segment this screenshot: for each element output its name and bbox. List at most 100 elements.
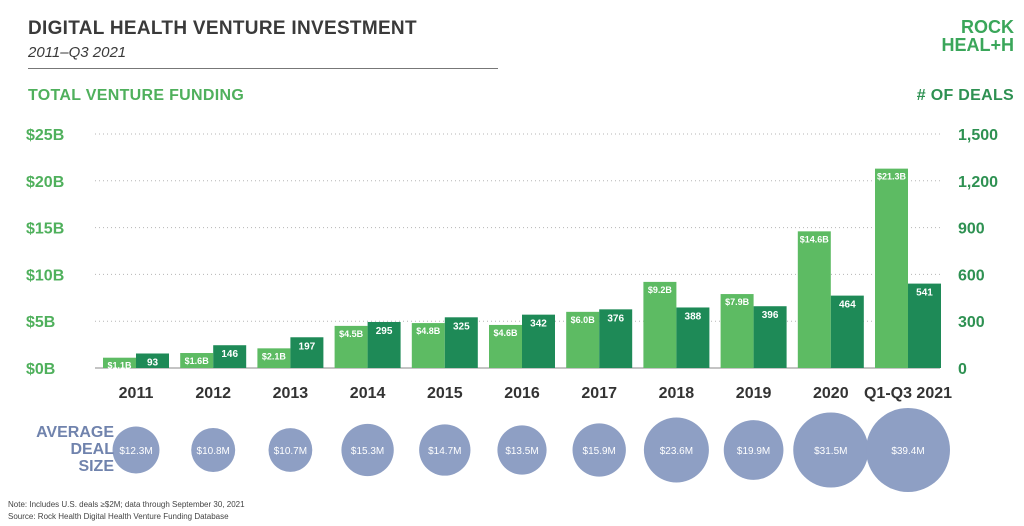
deals-bar-label: 388 <box>685 311 702 322</box>
avg-deal-size-label: $10.7M <box>274 446 307 457</box>
left-axis-label: TOTAL VENTURE FUNDING <box>28 87 245 104</box>
funding-bar-label: $4.8B <box>416 326 441 336</box>
avg-deal-size-label: $15.3M <box>351 446 384 457</box>
avg-deal-size-label: $15.9M <box>583 446 616 457</box>
deals-bar-label: 295 <box>376 326 393 337</box>
deals-bar <box>444 317 478 368</box>
deals-bar <box>213 345 247 368</box>
title-divider <box>28 68 498 69</box>
avg-deal-size-label: $14.7M <box>428 446 461 457</box>
avg-deal-size-label: $13.5M <box>505 446 538 457</box>
avg-deal-size-bubble <box>723 420 784 480</box>
avg-label-line-1: AVERAGE <box>36 424 114 441</box>
avg-deal-size-bubble <box>497 425 547 475</box>
deals-bar <box>676 307 710 368</box>
category-label: 2011 <box>119 385 154 402</box>
footnote: Note: Includes U.S. deals ≥$2M; data thr… <box>8 500 245 509</box>
deals-bar-label: 197 <box>299 341 316 352</box>
avg-deal-size-bubble <box>572 423 626 477</box>
funding-bar-label: $1.6B <box>185 356 210 366</box>
avg-deal-size-bubble <box>341 423 394 477</box>
avg-deal-size-bubble <box>112 426 160 474</box>
right-axis-tick-label: 1,200 <box>958 174 998 191</box>
rock-health-logo: ROCK HEAL+H <box>941 18 1014 54</box>
deals-bar-label: 342 <box>530 319 547 330</box>
avg-label-line-2: DEAL <box>70 441 114 458</box>
category-label: 2014 <box>350 385 386 402</box>
deals-bar-label: 325 <box>453 321 470 332</box>
deals-bar-label: 541 <box>916 288 933 299</box>
deals-bar <box>908 283 941 368</box>
funding-bar-label: $9.2B <box>648 285 673 295</box>
chart-subtitle: 2011–Q3 2021 <box>28 44 127 61</box>
left-axis-tick-label: $20B <box>26 174 64 191</box>
funding-bar <box>720 294 754 368</box>
funding-bar <box>566 311 600 368</box>
avg-label-line-3: SIZE <box>78 458 114 475</box>
avg-deal-size-label: $23.6M <box>660 446 693 457</box>
deals-bar <box>830 295 864 368</box>
left-axis-tick-label: $5B <box>26 314 55 331</box>
deals-bar <box>599 309 633 368</box>
funding-bar-label: $2.1B <box>262 351 287 361</box>
funding-bar-label: $4.6B <box>493 328 518 338</box>
funding-bar <box>489 324 522 368</box>
deals-bar <box>522 314 555 368</box>
avg-deal-size-bubble <box>793 412 869 488</box>
avg-deal-size-label: $19.9M <box>737 446 770 457</box>
avg-deal-size-label: $31.5M <box>814 446 847 457</box>
deals-bar <box>136 353 169 368</box>
category-label: 2016 <box>504 385 540 402</box>
funding-bar <box>334 325 368 368</box>
right-axis-label: # OF DEALS <box>916 87 1014 104</box>
category-label: 2018 <box>659 385 695 402</box>
avg-deal-size-label: $10.8M <box>197 446 230 457</box>
left-axis-tick-label: $10B <box>26 267 64 284</box>
funding-bar-label: $7.9B <box>725 297 750 307</box>
funding-bar <box>257 348 291 368</box>
avg-deal-size-bubble <box>419 424 471 476</box>
left-axis-tick-label: $15B <box>26 221 64 238</box>
right-axis-tick-label: 300 <box>958 314 985 331</box>
funding-bar-label: $21.3B <box>877 172 907 182</box>
category-label: 2012 <box>195 385 231 402</box>
deals-bar <box>290 337 324 368</box>
category-label: 2013 <box>273 385 309 402</box>
average-deal-size-label: AVERAGE DEAL SIZE <box>20 424 114 475</box>
avg-deal-size-label: $12.3M <box>119 446 152 457</box>
right-axis-tick-label: 900 <box>958 221 985 238</box>
funding-bar <box>180 353 214 368</box>
funding-bar <box>875 168 908 368</box>
avg-deal-size-bubble <box>268 428 313 472</box>
funding-bar-label: $6.0B <box>571 315 596 325</box>
right-axis-tick-label: 600 <box>958 267 985 284</box>
deals-bar-label: 396 <box>762 310 779 321</box>
deals-bar <box>367 321 401 368</box>
funding-bar <box>797 231 831 368</box>
funding-bar <box>411 323 445 368</box>
right-axis-tick-label: 1,500 <box>958 127 998 144</box>
right-axis-tick-label: 0 <box>958 361 967 378</box>
funding-bar-label: $14.6B <box>800 234 830 244</box>
deals-bar <box>753 306 787 368</box>
source-note: Source: Rock Health Digital Health Ventu… <box>8 512 229 521</box>
funding-bar-label: $4.5B <box>339 329 364 339</box>
left-axis-tick-label: $25B <box>26 127 64 144</box>
category-label: 2017 <box>581 385 617 402</box>
avg-deal-size-bubble <box>191 428 236 472</box>
funding-bar <box>643 281 677 368</box>
funding-bar <box>103 357 136 368</box>
logo-line-2: HEAL+H <box>941 35 1014 55</box>
deals-bar-label: 146 <box>221 349 238 360</box>
category-label: 2020 <box>813 385 849 402</box>
deals-bar-label: 376 <box>607 313 624 324</box>
left-axis-tick-label: $0B <box>26 361 55 378</box>
category-label: 2015 <box>427 385 463 402</box>
funding-bar-label: $1.1B <box>107 361 132 371</box>
category-label: 2019 <box>736 385 772 402</box>
deals-bar-label: 464 <box>839 300 856 311</box>
avg-deal-size-bubble <box>643 417 709 483</box>
deals-bar-label: 93 <box>147 357 159 368</box>
category-label: Q1-Q3 2021 <box>864 385 952 402</box>
